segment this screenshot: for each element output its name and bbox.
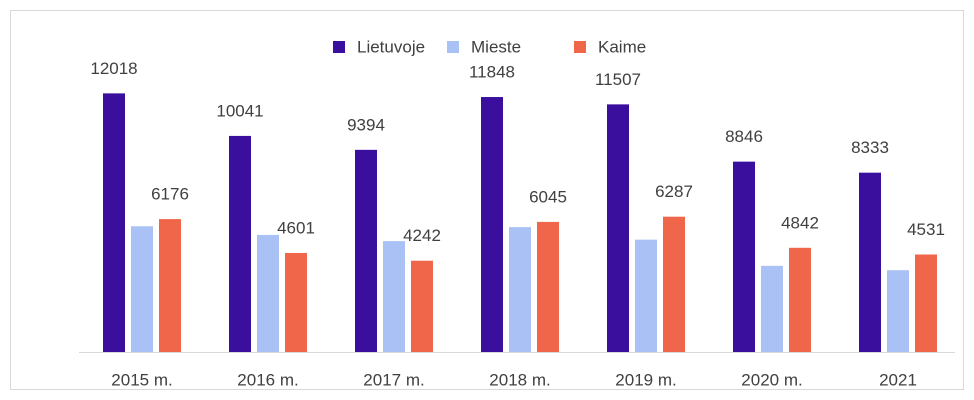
- bar: [481, 97, 503, 352]
- data-label: 4531: [907, 220, 945, 239]
- legend-swatch: [447, 41, 459, 53]
- data-label: 6287: [655, 182, 693, 201]
- data-label: 6045: [529, 187, 567, 206]
- bar: [859, 172, 881, 352]
- x-tick-label: 2018 m.: [489, 370, 550, 389]
- data-label: 4601: [277, 218, 315, 237]
- legend-swatch: [574, 41, 586, 53]
- data-label: 8333: [851, 138, 889, 157]
- x-tick-label: 2021: [879, 370, 917, 389]
- data-label: 11848: [469, 63, 515, 82]
- bar: [887, 270, 909, 352]
- data-label: 10041: [216, 101, 263, 120]
- legend-swatch: [333, 41, 345, 53]
- bar: [229, 135, 251, 352]
- bar: [103, 93, 125, 352]
- x-tick-label: 2017 m.: [363, 370, 424, 389]
- bar: [383, 241, 405, 352]
- bar: [789, 247, 811, 352]
- data-label: 12018: [90, 59, 137, 78]
- bar: [635, 239, 657, 352]
- bar: [607, 104, 629, 353]
- bar: [509, 227, 531, 352]
- bar: [257, 234, 279, 352]
- bar: [411, 260, 433, 352]
- legend-label: Mieste: [471, 37, 521, 56]
- x-tick-label: 2015 m.: [111, 370, 172, 389]
- data-label: 4842: [781, 213, 819, 232]
- x-tick-label: 2016 m.: [237, 370, 298, 389]
- bar: [131, 226, 153, 352]
- data-label: 11507: [595, 70, 641, 89]
- data-label: 9394: [347, 115, 385, 134]
- legend-label: Kaime: [598, 37, 646, 56]
- data-label: 6176: [151, 185, 189, 204]
- x-tick-label: 2020 m.: [741, 370, 802, 389]
- bar: [285, 252, 307, 352]
- legend-label: Lietuvoje: [357, 37, 425, 56]
- bar: [159, 219, 181, 352]
- bar: [915, 254, 937, 352]
- bar: [761, 265, 783, 352]
- x-tick-label: 2019 m.: [615, 370, 676, 389]
- bar: [537, 221, 559, 352]
- bar: [663, 216, 685, 352]
- bar: [733, 161, 755, 352]
- data-label: 8846: [725, 127, 763, 146]
- bar: [355, 149, 377, 352]
- data-label: 4242: [403, 226, 441, 245]
